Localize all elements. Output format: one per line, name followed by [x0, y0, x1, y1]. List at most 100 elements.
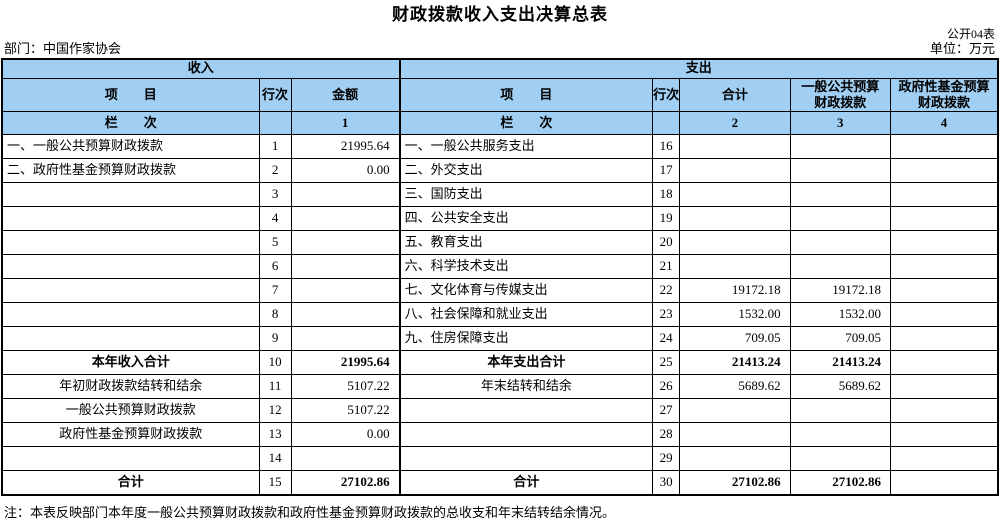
- expense-general-cell: 1532.00: [789, 302, 891, 328]
- expense-rowno-cell: 17: [652, 158, 681, 184]
- table-row: 9 九、住房保障支出 24 709.05 709.05: [1, 326, 999, 352]
- table-code: 公开04表: [946, 27, 995, 42]
- expense-fund-cell: [889, 302, 999, 328]
- expense-item-cell: 七、文化体育与传媒支出: [398, 278, 654, 304]
- expense-rowno-cell: 22: [652, 278, 681, 304]
- unit-label: 单位：万元: [929, 40, 995, 56]
- income-item-cell: 一般公共预算财政拨款: [1, 398, 260, 424]
- expense-fund-cell: [889, 158, 999, 184]
- income-item-cell: 政府性基金预算财政拨款: [1, 422, 260, 448]
- expense-rowno-blank: [652, 111, 681, 136]
- income-amount-cell: 27102.86: [290, 470, 401, 496]
- expense-rowno-cell: 27: [652, 398, 681, 424]
- expense-general-cell: [789, 398, 891, 424]
- table-row: 6 六、科学技术支出 21: [1, 254, 999, 280]
- table-row: 合计 15 27102.86 合计 30 27102.86 27102.86: [1, 470, 999, 496]
- expense-rowno-cell: 30: [652, 470, 681, 496]
- expenditure-section-title: 支出: [398, 58, 999, 80]
- page-title: 财政拨款收入支出决算总表: [392, 5, 608, 24]
- income-rowno-cell: 2: [258, 158, 292, 184]
- income-amount-cell: [290, 326, 401, 352]
- income-item-cell: 二、政府性基金预算财政拨款: [1, 158, 260, 184]
- income-amount-cell: 0.00: [290, 422, 401, 448]
- table-body: 一、一般公共预算财政拨款 1 21995.64 一、一般公共服务支出 16 二、政府性基金…: [1, 134, 999, 496]
- expense-fund-cell: [889, 398, 999, 424]
- expense-total-cell: [679, 206, 791, 232]
- expense-rowno-cell: 16: [652, 134, 681, 160]
- income-item-cell: 年初财政拨款结转和结余: [1, 374, 260, 400]
- income-amount-cell: [290, 254, 401, 280]
- expense-general-cell: [789, 158, 891, 184]
- expense-total-cell: [679, 422, 791, 448]
- income-amount-cell: [290, 206, 401, 232]
- expense-total-cell: [679, 158, 791, 184]
- expense-fund-cell: [889, 254, 999, 280]
- income-rowno-cell: 15: [258, 470, 292, 496]
- expense-total-cell: 709.05: [679, 326, 791, 352]
- expense-general-cell: 21413.24: [789, 350, 891, 376]
- income-section-title: 收入: [1, 58, 401, 80]
- expense-general-cell: [789, 206, 891, 232]
- expense-total-cell: [679, 446, 791, 472]
- department-label: 部门：中国作家协会: [4, 40, 122, 56]
- income-rowno-cell: 6: [258, 254, 292, 280]
- expense-total-cell: 1532.00: [679, 302, 791, 328]
- expense-general-cell: 27102.86: [789, 470, 891, 496]
- expense-fund-cell: [889, 326, 999, 352]
- expense-gov-fund-header: 政府性基金预算 财政拨款: [889, 78, 999, 113]
- income-amount-cell: 21995.64: [290, 350, 401, 376]
- expense-column-number-4: 4: [889, 111, 999, 136]
- expense-column-number-3: 3: [789, 111, 891, 136]
- column-number-row: 栏 次 1 栏 次 2 3 4: [1, 111, 999, 136]
- expense-item-cell: [398, 422, 654, 448]
- expense-fund-cell: [889, 278, 999, 304]
- expense-rowno-cell: 23: [652, 302, 681, 328]
- expense-general-cell: 709.05: [789, 326, 891, 352]
- table-row: 年初财政拨款结转和结余 11 5107.22 年末结转和结余 26 5689.62 5689…: [1, 374, 999, 400]
- expense-rowno-cell: 21: [652, 254, 681, 280]
- expense-item-header: 项 目: [398, 78, 654, 113]
- table-row: 一般公共预算财政拨款 12 5107.22 27: [1, 398, 999, 424]
- income-item-cell: [1, 254, 260, 280]
- income-item-cell: [1, 446, 260, 472]
- income-rowno-cell: 9: [258, 326, 292, 352]
- income-item-cell: [1, 206, 260, 232]
- income-amount-cell: 5107.22: [290, 398, 401, 424]
- expense-rowno-cell: 25: [652, 350, 681, 376]
- expense-item-cell: 三、国防支出: [398, 182, 654, 208]
- expense-total-cell: [679, 398, 791, 424]
- income-rowno-cell: 8: [258, 302, 292, 328]
- table-row: 14 29: [1, 446, 999, 472]
- expense-item-cell: 一、一般公共服务支出: [398, 134, 654, 160]
- expense-general-cell: [789, 254, 891, 280]
- income-rowno-cell: 10: [258, 350, 292, 376]
- expense-general-cell: [789, 182, 891, 208]
- income-item-header: 项 目: [1, 78, 260, 113]
- expense-item-cell: [398, 398, 654, 424]
- expense-fund-cell: [889, 134, 999, 160]
- expense-rowno-cell: 24: [652, 326, 681, 352]
- expense-fund-cell: [889, 422, 999, 448]
- income-amount-cell: 5107.22: [290, 374, 401, 400]
- expense-general-cell: [789, 230, 891, 256]
- budget-table: 收入 支出 项 目 行次 金额 项 目 行次 合计 一般公共预算 财政拨款 政府…: [1, 57, 999, 496]
- expense-rowno-cell: 28: [652, 422, 681, 448]
- income-item-cell: [1, 182, 260, 208]
- table-header: 收入 支出 项 目 行次 金额 项 目 行次 合计 一般公共预算 财政拨款 政府…: [1, 58, 999, 136]
- income-rowno-cell: 1: [258, 134, 292, 160]
- income-item-cell: [1, 230, 260, 256]
- income-amount-cell: [290, 230, 401, 256]
- income-rowno-cell: 14: [258, 446, 292, 472]
- expense-total-header: 合计: [679, 78, 791, 113]
- expense-rowno-cell: 29: [652, 446, 681, 472]
- income-rowno-cell: 7: [258, 278, 292, 304]
- table-row: 8 八、社会保障和就业支出 23 1532.00 1532.00: [1, 302, 999, 328]
- expense-general-budget-header: 一般公共预算 财政拨款: [789, 78, 891, 113]
- table-row: 4 四、公共安全支出 19: [1, 206, 999, 232]
- footnote: 注：本表反映部门本年度一般公共预算财政拨款和政府性基金预算财政拨款的总收支和年末…: [4, 504, 616, 520]
- income-rowno-cell: 5: [258, 230, 292, 256]
- expense-item-cell: 九、住房保障支出: [398, 326, 654, 352]
- expense-total-cell: 27102.86: [679, 470, 791, 496]
- income-item-cell: [1, 302, 260, 328]
- income-rowno-cell: 12: [258, 398, 292, 424]
